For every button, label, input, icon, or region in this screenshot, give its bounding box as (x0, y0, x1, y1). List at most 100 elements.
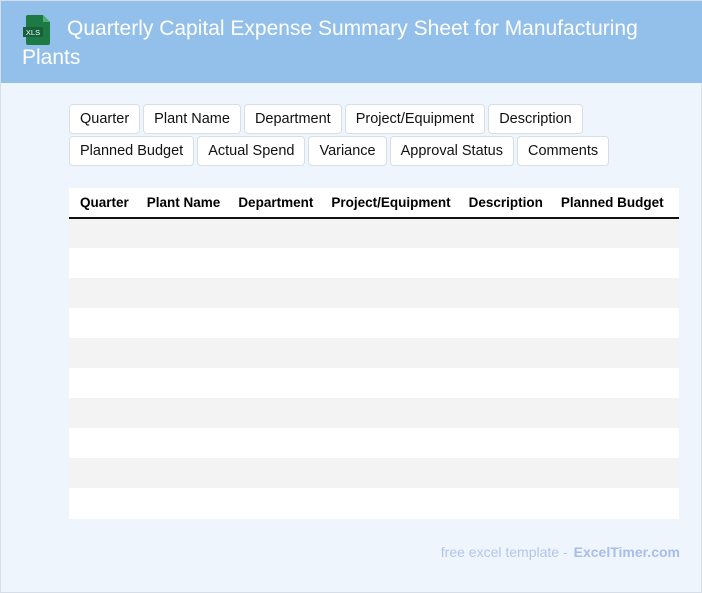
table-cell[interactable] (227, 248, 321, 278)
table-cell[interactable] (135, 458, 228, 488)
table-cell[interactable] (227, 278, 321, 308)
table-cell[interactable] (670, 338, 679, 368)
table-cell[interactable] (135, 428, 228, 458)
table-cell[interactable] (227, 458, 321, 488)
field-chip[interactable]: Planned Budget (69, 136, 195, 166)
field-chip[interactable]: Quarter (69, 104, 141, 134)
footer: free excel template - ExcelTimer.com (441, 544, 680, 560)
table-cell[interactable] (549, 248, 671, 278)
table-row (69, 308, 679, 338)
table-cell[interactable] (670, 368, 679, 398)
table-cell[interactable] (69, 218, 136, 248)
table-cell[interactable] (227, 338, 321, 368)
table-cell[interactable] (457, 458, 550, 488)
table-cell[interactable] (135, 338, 228, 368)
table-cell[interactable] (135, 248, 228, 278)
table-cell[interactable] (320, 338, 458, 368)
table-cell[interactable] (670, 488, 679, 518)
table-cell[interactable] (670, 458, 679, 488)
column-header[interactable]: Description (457, 188, 550, 219)
table-cell[interactable] (320, 218, 458, 248)
table-cell[interactable] (320, 278, 458, 308)
table-cell[interactable] (670, 218, 679, 248)
field-chip[interactable]: Actual Spend (197, 136, 306, 166)
table-cell[interactable] (549, 398, 671, 428)
table-cell[interactable] (670, 428, 679, 458)
table-cell[interactable] (69, 428, 136, 458)
table-cell[interactable] (320, 458, 458, 488)
table-cell[interactable] (320, 248, 458, 278)
table-cell[interactable] (69, 488, 136, 518)
table-cell[interactable] (457, 368, 550, 398)
column-header[interactable]: Actual Spend (670, 188, 679, 219)
field-chips: Quarter Plant Name Department Project/Equip… (69, 104, 629, 166)
table-cell[interactable] (69, 338, 136, 368)
table-cell[interactable] (69, 308, 136, 338)
field-chip[interactable]: Variance (308, 136, 387, 166)
table-cell[interactable] (457, 248, 550, 278)
table-cell[interactable] (549, 488, 671, 518)
column-header[interactable]: Plant Name (135, 188, 228, 219)
table-cell[interactable] (227, 398, 321, 428)
column-header[interactable]: Planned Budget (549, 188, 671, 219)
table-cell[interactable] (457, 218, 550, 248)
table-cell[interactable] (320, 398, 458, 428)
table-cell[interactable] (457, 278, 550, 308)
field-chip[interactable]: Department (243, 104, 342, 134)
table-cell[interactable] (320, 428, 458, 458)
table-cell[interactable] (69, 398, 136, 428)
field-chip[interactable]: Comments (517, 136, 610, 166)
column-header[interactable]: Quarter (69, 188, 136, 219)
field-chip[interactable]: Project/Equipment (344, 104, 486, 134)
table-cell[interactable] (457, 338, 550, 368)
table-cell[interactable] (227, 368, 321, 398)
table-cell[interactable] (135, 398, 228, 428)
table-cell[interactable] (670, 308, 679, 338)
header-bar: XLS Quarterly Capital Expense Summary Sh… (1, 1, 702, 83)
table-row (69, 338, 679, 368)
table-cell[interactable] (670, 278, 679, 308)
table-cell[interactable] (227, 488, 321, 518)
table-cell[interactable] (135, 488, 228, 518)
table-row (69, 428, 679, 458)
table-cell[interactable] (549, 278, 671, 308)
field-chip[interactable]: Approval Status (389, 136, 514, 166)
table-cell[interactable] (69, 248, 136, 278)
footer-text: free excel template - (440, 544, 568, 560)
table-cell[interactable] (227, 218, 321, 248)
table-cell[interactable] (549, 368, 671, 398)
column-header[interactable]: Project/Equipment (320, 188, 458, 219)
table-cell[interactable] (549, 218, 671, 248)
table-cell[interactable] (69, 278, 136, 308)
table-cell[interactable] (457, 308, 550, 338)
table-header-row: Quarter Plant Name Department Project/Equip… (69, 188, 679, 219)
table-cell[interactable] (227, 308, 321, 338)
table-cell[interactable] (69, 368, 136, 398)
column-header[interactable]: Department (227, 188, 321, 219)
table-cell[interactable] (549, 338, 671, 368)
table-cell[interactable] (670, 398, 679, 428)
table-cell[interactable] (135, 218, 228, 248)
table-cell[interactable] (227, 428, 321, 458)
table-cell[interactable] (135, 308, 228, 338)
field-chip[interactable]: Description (488, 104, 583, 134)
table-row (69, 368, 679, 398)
table-cell[interactable] (135, 278, 228, 308)
table-cell[interactable] (69, 458, 136, 488)
table-cell[interactable] (457, 488, 550, 518)
table-cell[interactable] (457, 428, 550, 458)
table-cell[interactable] (135, 368, 228, 398)
table-row (69, 218, 679, 248)
table-cell[interactable] (670, 248, 679, 278)
table-cell[interactable] (457, 398, 550, 428)
field-chip[interactable]: Plant Name (143, 104, 241, 134)
data-table[interactable]: Quarter Plant Name Department Project/Equip… (69, 188, 679, 519)
table-cell[interactable] (549, 458, 671, 488)
table-cell[interactable] (549, 428, 671, 458)
svg-text:XLS: XLS (26, 28, 40, 37)
footer-brand-link[interactable]: ExcelTimer.com (573, 544, 680, 560)
table-cell[interactable] (320, 368, 458, 398)
table-cell[interactable] (320, 308, 458, 338)
table-cell[interactable] (320, 488, 458, 518)
table-cell[interactable] (549, 308, 671, 338)
